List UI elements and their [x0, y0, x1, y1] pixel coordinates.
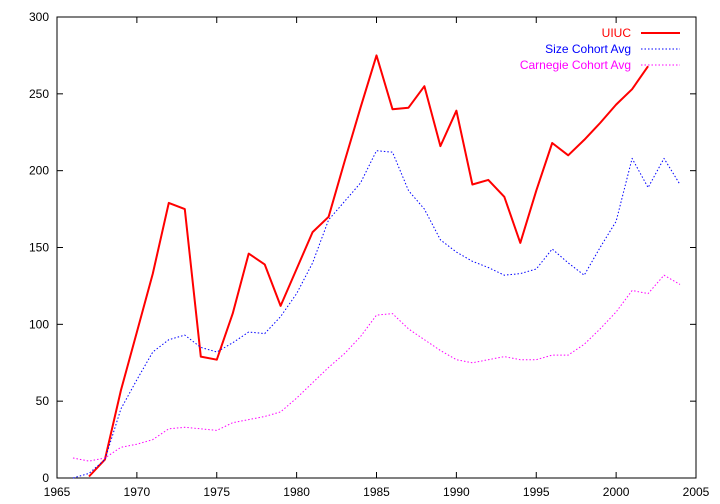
y-tick-label: 200	[29, 164, 49, 178]
x-tick-label: 1970	[124, 485, 151, 499]
y-tick-label: 150	[29, 241, 49, 255]
series-line-carnegie-cohort-avg	[72, 274, 681, 462]
legend-label-size-cohort-avg: Size Cohort Avg	[545, 42, 631, 56]
series-line-uiuc	[88, 54, 649, 478]
x-tick-label: 2000	[603, 485, 630, 499]
x-tick-label: 2005	[683, 485, 710, 499]
plot-frame	[56, 16, 697, 479]
x-axis: 1965 1970 1975 1980 1985 1990 1995 2000 2005	[44, 17, 710, 499]
x-tick-label: 1980	[283, 485, 310, 499]
y-tick-label: 250	[29, 87, 49, 101]
x-tick-label: 1995	[523, 485, 550, 499]
series-line-size-cohort-avg	[72, 150, 681, 479]
series-lines	[72, 54, 681, 479]
x-tick-label: 1975	[203, 485, 230, 499]
y-axis: 0 50 100 150 200 250 300	[29, 10, 696, 485]
legend-label-carnegie-cohort-avg: Carnegie Cohort Avg	[520, 58, 631, 72]
legend: UIUC Size Cohort Avg Carnegie Cohort Avg	[520, 26, 680, 72]
y-tick-label: 100	[29, 317, 49, 331]
x-tick-label: 1990	[443, 485, 470, 499]
x-tick-label: 1985	[363, 485, 390, 499]
legend-label-uiuc: UIUC	[602, 26, 632, 40]
y-tick-label: 0	[42, 471, 49, 485]
y-tick-label: 300	[29, 10, 49, 24]
x-tick-label: 1965	[44, 485, 71, 499]
y-tick-label: 50	[36, 394, 50, 408]
